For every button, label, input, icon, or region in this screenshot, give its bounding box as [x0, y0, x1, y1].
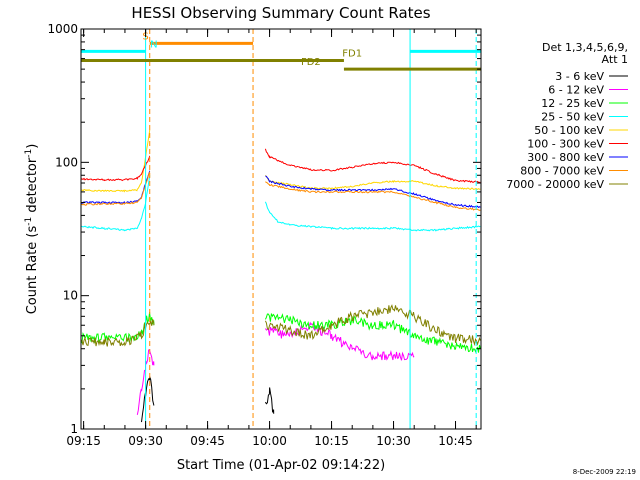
x-tick-label: 09:15 [66, 434, 101, 448]
legend-header-line: Det 1,3,4,5,6,9, [542, 41, 628, 54]
x-tick-label: 10:45 [438, 434, 473, 448]
series-line [80, 155, 151, 182]
x-tick-label: 09:30 [128, 434, 163, 448]
legend-header-line: Att 1 [602, 53, 628, 66]
y-axis-label-part: ) [25, 144, 40, 149]
series-line [264, 321, 415, 361]
flag-bar-label: FD2 [301, 57, 321, 68]
x-tick-label: 10:00 [252, 434, 287, 448]
series-line [80, 171, 151, 206]
series-line [265, 181, 481, 211]
x-axis-label: Start Time (01-Apr-02 09:14:22) [177, 458, 385, 473]
legend-entry-label: 7000 - 20000 keV [506, 178, 604, 191]
flag-bar-label: FD1 [342, 49, 362, 60]
y-axis-label-part: Count Rate (s [25, 226, 40, 315]
y-axis-label-sup: -1 [24, 149, 34, 158]
y-axis-label: Count Rate (s-1 detector-1) [24, 144, 40, 315]
plot-frame [80, 28, 482, 430]
legend-entry-label: 50 - 100 keV [534, 124, 604, 137]
x-tick-label: 10:30 [376, 434, 411, 448]
legend-entry-label: 25 - 50 keV [541, 111, 604, 124]
series-line [80, 319, 155, 347]
y-axis-label-part: detector [25, 157, 40, 217]
series-line [141, 376, 155, 423]
y-tick-label: 100 [55, 155, 78, 169]
series-line [264, 313, 481, 354]
y-axis-label-sup: -1 [24, 217, 34, 226]
series-line [264, 304, 481, 347]
series-line [264, 201, 481, 232]
legend-entry-label: 800 - 7000 keV [520, 165, 604, 178]
series-line [264, 387, 275, 414]
series-line [80, 175, 151, 232]
series-line [265, 175, 481, 209]
legend-entry-label: 300 - 800 keV [527, 151, 604, 164]
series-line [80, 129, 151, 193]
legend-entry-label: 100 - 300 keV [527, 138, 604, 151]
legend-entry-label: 6 - 12 keV [548, 84, 604, 97]
series-line [264, 148, 481, 183]
x-tick-label: 09:45 [190, 434, 225, 448]
chart-title: HESSI Observing Summary Count Rates [131, 4, 430, 22]
x-tick-label: 10:15 [314, 434, 349, 448]
axes: 09:15 09:30 09:45 10:00 10:15 10:30 10:45 1 10 10… [47, 22, 481, 448]
plot-area: SNFD1FD2 [80, 29, 481, 429]
series-line [264, 175, 481, 191]
y-tick-label: 1 [70, 422, 78, 436]
y-tick-label: 10 [63, 289, 78, 303]
legend-entry-label: 12 - 25 keV [541, 97, 604, 110]
timestamp-stamp: 8-Dec-2009 22:19 [573, 468, 636, 476]
y-tick-label: 1000 [47, 22, 78, 36]
flag-bar-label: N [150, 39, 157, 50]
legend-entry-label: 3 - 6 keV [555, 70, 604, 83]
